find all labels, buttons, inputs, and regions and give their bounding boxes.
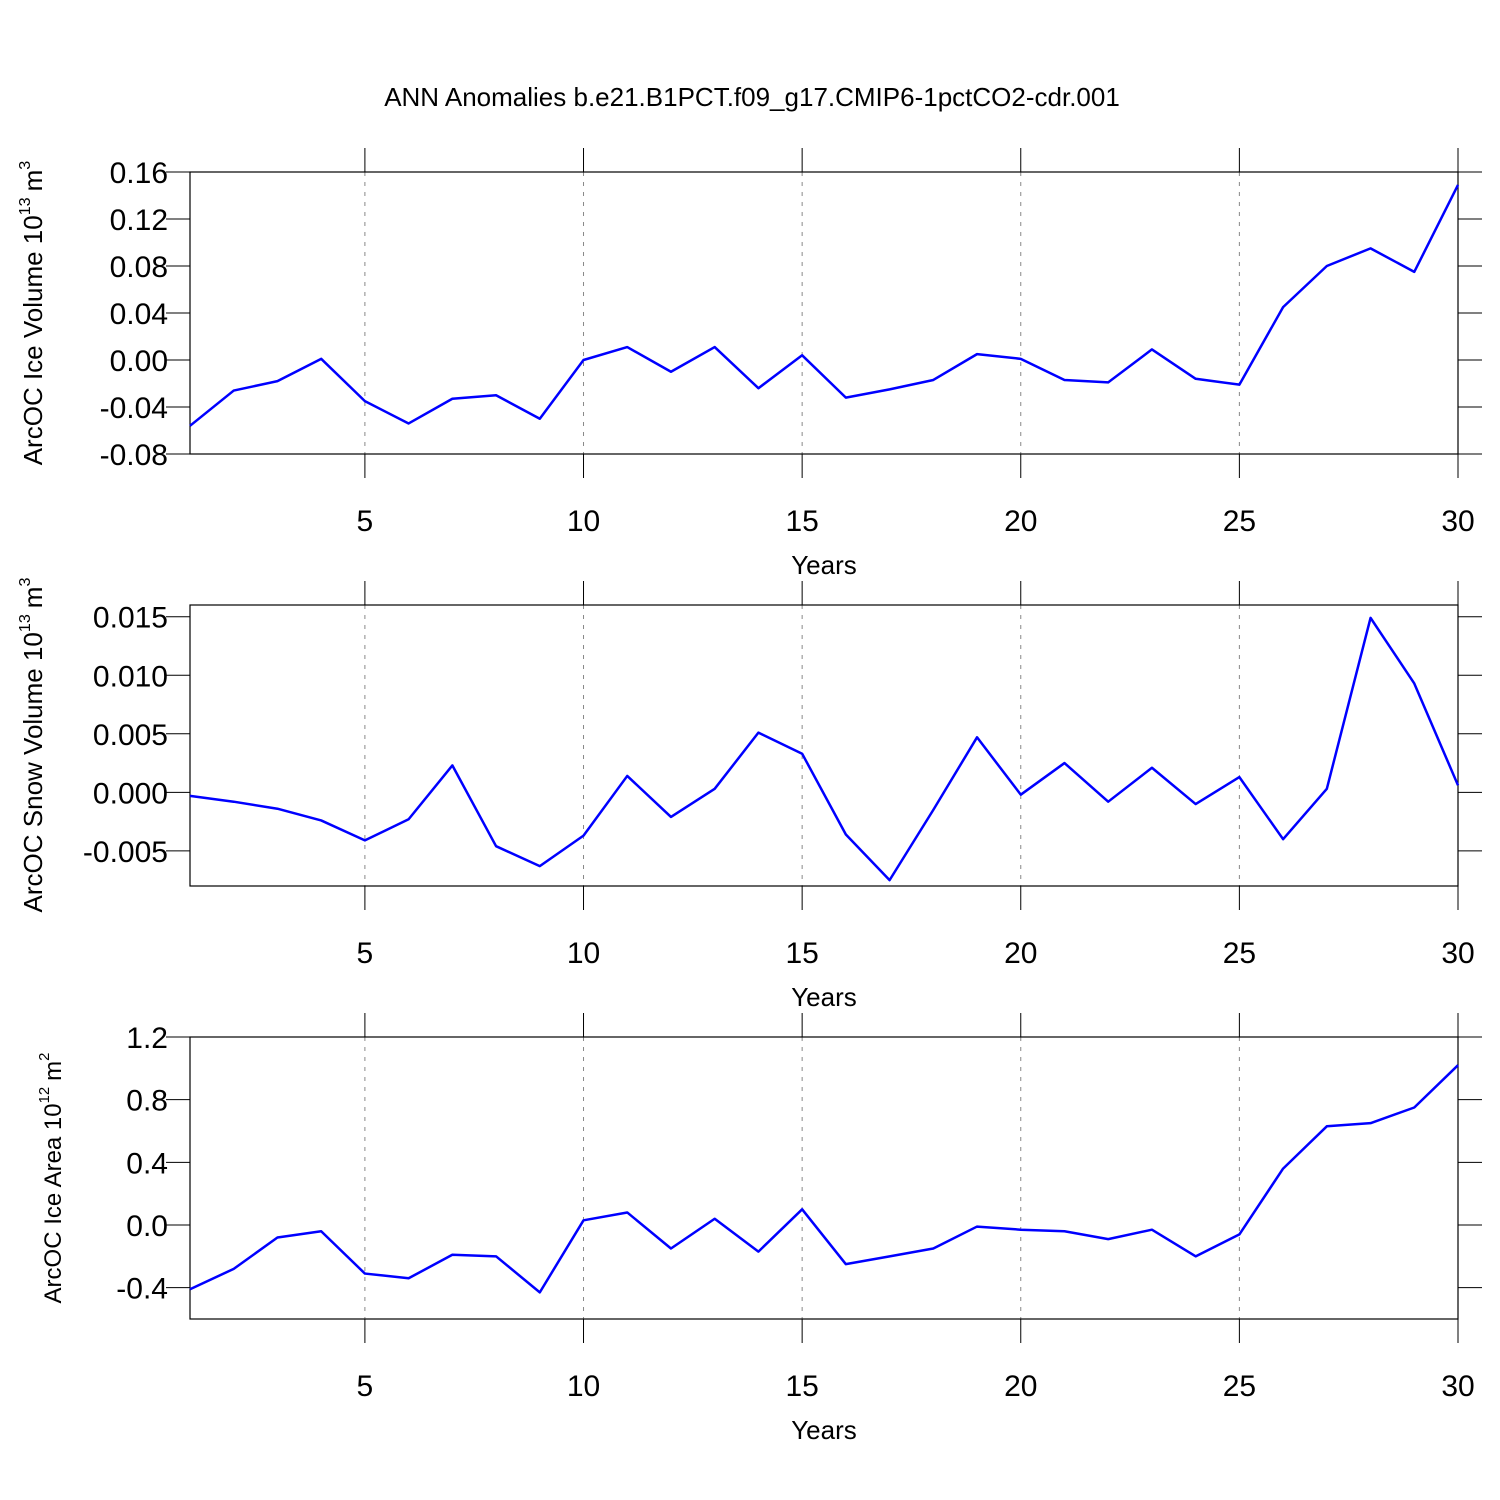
y-axis-label-text: ArcOC Ice Area 10 [40,1103,67,1303]
y-tick-label: 0.00 [110,345,168,378]
chart-title: ANN Anomalies b.e21.B1PCT.f09_g17.CMIP6-… [384,82,1120,112]
y-tick-label: 0.015 [93,602,168,635]
y-tick-label: 0.0 [126,1210,168,1243]
y-tick-label: 0.005 [93,719,168,752]
x-tick-label: 30 [1441,1370,1474,1403]
y-tick-label: 0.08 [110,251,168,284]
x-tick-label: 15 [785,505,818,538]
x-tick-label: 10 [567,1370,600,1403]
y-axis-label-text: m [18,170,48,192]
x-tick-label: 25 [1223,1370,1256,1403]
y-axis-label-exponent: 13 [16,614,34,632]
x-tick-label: 5 [357,1370,374,1403]
plot-frame [189,171,1459,455]
x-tick-label: 20 [1004,937,1037,970]
x-axis-label: Years [791,1415,857,1445]
y-tick-label: -0.08 [100,439,168,472]
y-tick-label: 0.010 [93,660,168,693]
y-axis-label-exponent: 2 [37,1053,53,1061]
y-tick-label: -0.005 [83,836,168,869]
x-tick-label: 20 [1004,1370,1037,1403]
y-tick-label: 0.04 [110,298,168,331]
x-tick-label: 15 [785,1370,818,1403]
x-tick-label: 20 [1004,505,1037,538]
data-line [189,616,1460,882]
x-tick-label: 5 [357,505,374,538]
x-tick-label: 15 [785,937,818,970]
y-axis-label-text: ArcOC Snow Volume 10 [18,632,48,912]
y-axis-label-text: ArcOC Ice Volume 10 [18,215,48,465]
y-axis-label: ArcOC Ice Volume 1013 m3 [16,161,48,466]
y-axis-label-exponent: 3 [16,161,34,170]
x-tick-label: 5 [357,937,374,970]
y-axis-label: ArcOC Ice Area 1012 m2 [37,1053,67,1304]
x-axis-label: Years [791,550,857,580]
y-tick-label: -0.4 [116,1273,168,1306]
data-line [189,1064,1459,1294]
y-axis-label-exponent: 13 [16,197,34,215]
y-tick-label: -0.04 [100,392,168,425]
plot-frame [189,1036,1459,1320]
x-tick-label: 10 [567,505,600,538]
x-tick-label: 10 [567,937,600,970]
y-tick-label: 0.12 [110,204,168,237]
y-tick-label: 0.8 [126,1085,168,1118]
x-tick-label: 30 [1441,937,1474,970]
y-axis-label-exponent: 12 [37,1087,53,1104]
x-tick-label: 30 [1441,505,1474,538]
y-tick-label: 0.000 [93,777,168,810]
data-line [189,184,1460,427]
y-axis-label: ArcOC Snow Volume 1013 m3 [16,578,48,913]
plot-frame [189,604,1459,887]
y-axis-label-text: m [40,1061,67,1081]
y-tick-label: 0.4 [126,1147,168,1180]
x-tick-label: 25 [1223,937,1256,970]
x-axis-label: Years [791,982,857,1012]
y-axis-label-exponent: 3 [16,578,34,587]
x-tick-label: 25 [1223,505,1256,538]
y-axis-label-text: m [18,587,48,609]
y-tick-label: 1.2 [126,1022,168,1055]
y-tick-label: 0.16 [110,157,168,190]
